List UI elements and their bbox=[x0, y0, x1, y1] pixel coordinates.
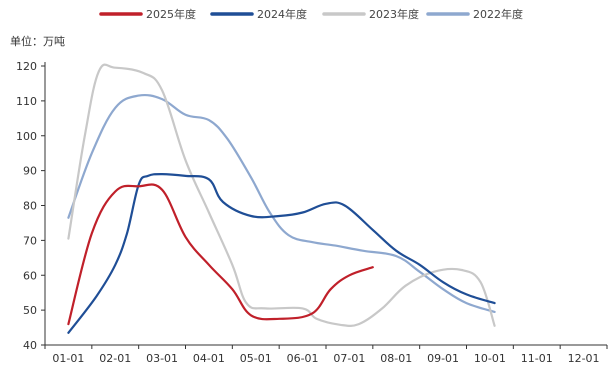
axes: 40 50 60 70 80 90 100 110 120 01-01 02-01 03-01 04-0… bbox=[16, 60, 608, 365]
legend: 2025年度 2024年度 2023年度 2022年度 bbox=[99, 7, 523, 21]
legend-label: 2024年度 bbox=[257, 7, 307, 21]
y-tick-label: 50 bbox=[23, 304, 37, 317]
x-tick-label: 02-01 bbox=[99, 352, 131, 365]
y-tick-label: 110 bbox=[16, 95, 37, 108]
y-tick-label: 90 bbox=[23, 165, 37, 178]
x-tick-label: 03-01 bbox=[146, 352, 178, 365]
y-tick-label: 60 bbox=[23, 269, 37, 282]
x-tick-label: 08-01 bbox=[380, 352, 412, 365]
x-tick-label: 12-01 bbox=[568, 352, 600, 365]
y-tick-label: 70 bbox=[23, 234, 37, 247]
series-line-2024 bbox=[67, 172, 496, 334]
x-tick-label: 09-01 bbox=[427, 352, 459, 365]
x-tick-label: 01-01 bbox=[52, 352, 84, 365]
x-tick-label: 06-01 bbox=[287, 352, 319, 365]
series-line-2022 bbox=[67, 93, 496, 313]
y-tick-label: 80 bbox=[23, 200, 37, 213]
legend-label: 2022年度 bbox=[473, 7, 523, 21]
series-layer bbox=[67, 63, 496, 334]
series-line-2023 bbox=[67, 63, 496, 327]
y-tick-label: 40 bbox=[23, 339, 37, 352]
x-tick-label: 10-01 bbox=[474, 352, 506, 365]
legend-label: 2025年度 bbox=[146, 7, 196, 21]
y-tick-label: 100 bbox=[16, 130, 37, 143]
x-tick-label: 11-01 bbox=[521, 352, 553, 365]
unit-label: 单位：万吨 bbox=[10, 34, 65, 48]
legend-label: 2023年度 bbox=[369, 7, 419, 21]
x-tick-label: 04-01 bbox=[193, 352, 225, 365]
x-tick-label: 07-01 bbox=[333, 352, 365, 365]
y-tick-label: 120 bbox=[16, 60, 37, 73]
x-tick-label: 05-01 bbox=[240, 352, 272, 365]
series-line-2025 bbox=[67, 183, 374, 326]
